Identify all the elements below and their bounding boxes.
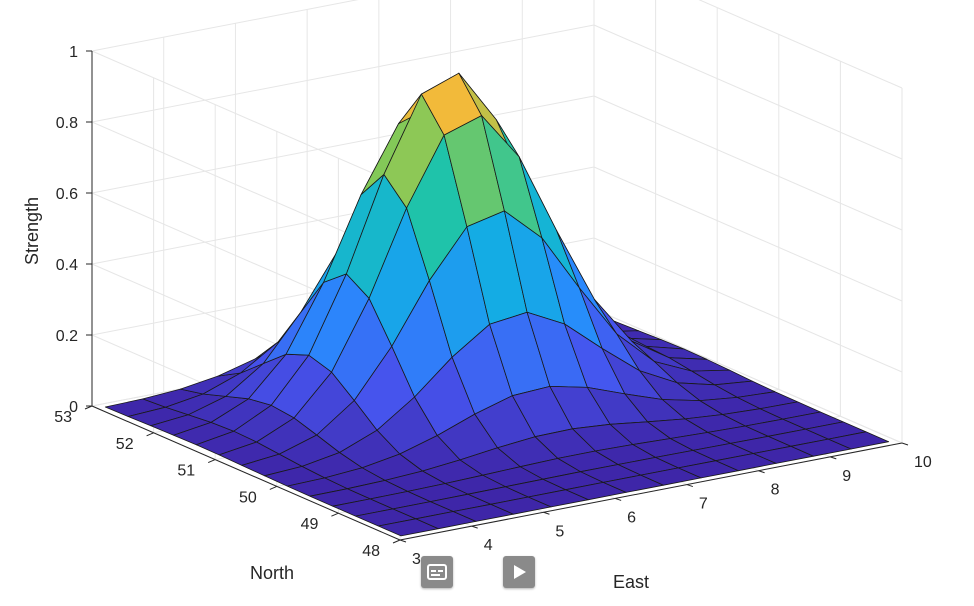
grid-line — [91, 95, 595, 194]
x-tick-label: 9 — [842, 468, 851, 485]
grid-line — [593, 166, 903, 302]
x-tick-mark — [399, 539, 407, 543]
z-axis-label: Strength — [22, 197, 42, 265]
y-tick-mark — [392, 539, 401, 544]
z-tick-label: 1 — [69, 44, 78, 61]
y-tick-mark — [146, 432, 154, 437]
grid-line — [698, 0, 903, 89]
y-tick-label: 49 — [301, 516, 319, 533]
y-tick-label: 50 — [239, 489, 257, 506]
y-tick-label: 53 — [54, 409, 72, 426]
x-tick-label: 8 — [771, 482, 780, 499]
x-tick-label: 5 — [555, 523, 564, 540]
y-axis-label: North — [250, 563, 294, 583]
x-axis-label: East — [613, 572, 649, 592]
x-tick-mark — [614, 497, 622, 501]
z-tick-label: 0 — [69, 399, 78, 416]
surface-patch — [828, 431, 890, 450]
z-tick-label: 0.2 — [56, 328, 78, 345]
y-tick-mark — [331, 512, 339, 517]
z-tick-label: 0.6 — [56, 186, 78, 203]
x-tick-mark — [471, 525, 478, 529]
closed-caption-icon — [427, 564, 447, 580]
x-tick-label: 4 — [484, 537, 493, 554]
grid-line — [593, 237, 903, 373]
y-tick-label: 52 — [116, 436, 134, 453]
closed-caption-button[interactable] — [421, 556, 453, 588]
x-tick-mark — [758, 470, 765, 474]
z-tick-label: 0.8 — [56, 115, 78, 132]
grid-line — [91, 0, 359, 52]
x-tick-mark — [901, 442, 909, 446]
x-tick-label: 6 — [627, 509, 636, 526]
x-tick-mark — [543, 511, 550, 515]
grid-line — [593, 95, 903, 231]
y-tick-mark — [208, 459, 216, 464]
y-axis-line — [91, 405, 401, 541]
tick-layer: 3 4 5 6 7 8 9 10 48 49 50 51 52 530 0.2 0.4 0.6 0.8 1 — [54, 44, 932, 568]
grid-line — [91, 50, 401, 186]
play-button[interactable] — [503, 556, 535, 588]
x-tick-label: 3 — [412, 551, 421, 568]
play-icon — [514, 565, 526, 579]
y-tick-label: 51 — [177, 463, 195, 480]
x-tick-mark — [830, 456, 837, 460]
grid-line — [91, 24, 595, 123]
x-tick-mark — [686, 484, 694, 488]
surface-layer — [104, 72, 890, 537]
x-axis-line — [399, 442, 903, 541]
axis-layer — [84, 50, 909, 544]
x-tick-label: 10 — [914, 454, 932, 471]
y-tick-mark — [269, 485, 277, 490]
x-tick-label: 7 — [699, 496, 708, 513]
grid-line — [593, 24, 903, 160]
y-tick-label: 48 — [362, 543, 380, 560]
z-tick-label: 0.4 — [56, 257, 78, 274]
grid-line — [593, 308, 903, 444]
